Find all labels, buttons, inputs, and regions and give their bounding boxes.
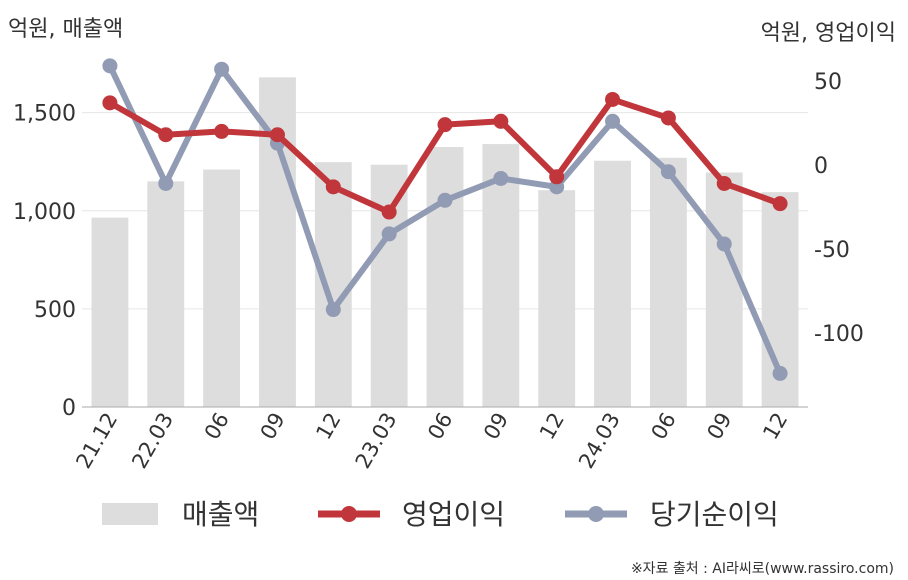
series-point bbox=[269, 127, 285, 143]
legend-swatch-revenue bbox=[102, 503, 158, 525]
right-axis-ticks: 50 0 -50 -100 bbox=[814, 70, 864, 347]
series-point bbox=[605, 91, 621, 107]
left-tick-label: 1,000 bbox=[13, 200, 76, 225]
revenue-bar bbox=[147, 181, 185, 407]
source-note: ※자료 출처 : AI라씨로(www.rassiro.com) bbox=[631, 561, 894, 577]
x-axis-ticks: 21.12 22.03 06 09 12 23.03 06 09 12 24.03 06 09 12 bbox=[71, 409, 792, 473]
series-point bbox=[716, 236, 732, 252]
series-point bbox=[493, 170, 509, 186]
series-point bbox=[158, 175, 174, 191]
right-tick-label: 50 bbox=[814, 70, 842, 95]
x-tick-label: 12 bbox=[758, 409, 792, 444]
series-point bbox=[493, 113, 509, 129]
revenue-bar bbox=[314, 162, 352, 407]
series-point bbox=[381, 226, 397, 242]
x-tick-label: 12 bbox=[535, 409, 569, 444]
right-tick-label: 0 bbox=[814, 154, 828, 179]
x-tick-label: 06 bbox=[200, 409, 234, 444]
revenue-bar bbox=[203, 169, 241, 407]
revenue-bar bbox=[649, 157, 687, 407]
revenue-bar bbox=[594, 160, 631, 407]
revenue-bar bbox=[91, 217, 129, 407]
legend-label-revenue: 매출액 bbox=[182, 498, 259, 531]
series-point bbox=[660, 110, 676, 126]
series-point bbox=[437, 192, 453, 208]
left-tick-label: 1,500 bbox=[13, 102, 76, 127]
left-tick-label: 0 bbox=[62, 396, 76, 421]
series-point bbox=[772, 196, 788, 212]
revenue-bar bbox=[426, 147, 464, 407]
legend-marker-net-income bbox=[588, 506, 604, 522]
legend-label-net-income: 당기순이익 bbox=[650, 498, 779, 531]
series-point bbox=[381, 204, 397, 220]
series-point bbox=[325, 179, 341, 195]
profit-lines bbox=[102, 58, 788, 381]
left-tick-label: 500 bbox=[34, 298, 76, 323]
series-point bbox=[660, 164, 676, 180]
x-tick-label: 12 bbox=[311, 409, 345, 444]
series-point bbox=[214, 123, 230, 139]
revenue-bar bbox=[370, 164, 408, 407]
left-axis-unit-label: 억원, 매출액 bbox=[8, 17, 123, 42]
series-point bbox=[325, 302, 341, 318]
right-tick-label: -50 bbox=[814, 238, 850, 263]
series-point bbox=[102, 58, 118, 74]
series-point bbox=[605, 113, 621, 129]
x-tick-label: 06 bbox=[423, 409, 457, 444]
series-point bbox=[772, 365, 788, 381]
series-point bbox=[716, 175, 732, 191]
series-point bbox=[549, 169, 565, 185]
series-point bbox=[437, 117, 453, 133]
revenue-bar bbox=[538, 190, 576, 407]
x-tick-label: 06 bbox=[647, 409, 681, 444]
revenue-bar bbox=[705, 172, 743, 407]
x-tick-label: 09 bbox=[479, 409, 513, 444]
revenue-bar bbox=[482, 144, 520, 408]
x-tick-label: 21.12 bbox=[71, 409, 122, 473]
x-tick-label: 23.03 bbox=[351, 409, 402, 473]
revenue-bars bbox=[91, 77, 799, 408]
x-tick-label: 09 bbox=[256, 409, 290, 444]
series-point bbox=[102, 95, 118, 111]
x-tick-label: 24.03 bbox=[574, 409, 625, 473]
right-axis-unit-label: 억원, 영업이익 bbox=[761, 21, 896, 46]
x-tick-label: 22.03 bbox=[127, 409, 178, 473]
left-axis-ticks: 0 500 1,000 1,500 bbox=[13, 102, 76, 421]
legend-label-operating-profit: 영업이익 bbox=[402, 498, 505, 531]
series-point bbox=[214, 61, 230, 77]
x-tick-label: 09 bbox=[702, 409, 736, 444]
right-tick-label: -100 bbox=[814, 322, 864, 347]
legend: 매출액 영업이익 당기순이익 bbox=[102, 498, 779, 531]
legend-marker-operating-profit bbox=[341, 506, 357, 522]
series-point bbox=[158, 127, 174, 143]
